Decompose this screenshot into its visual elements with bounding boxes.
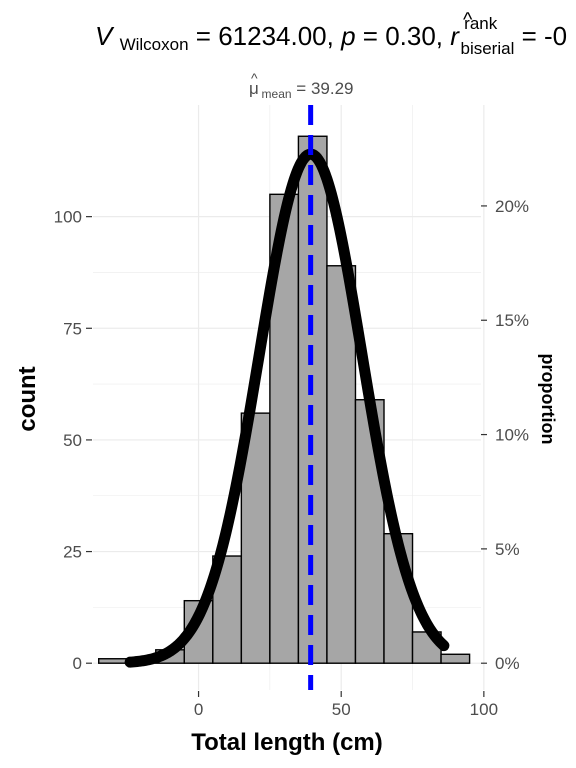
histogram-bar [441,654,470,663]
x-axis-title: Total length (cm) [191,729,383,756]
right-y-tick-label: 5% [495,540,520,559]
left-y-tick-label: 0 [73,654,82,673]
mean-label-value: = 39.29 [296,79,353,98]
left-y-tick-label: 25 [63,543,82,562]
histogram-bar [99,659,128,663]
title-stat-value: = 61234.00, [196,21,341,51]
x-tick-label: 0 [194,700,203,719]
title-r-value: = -0 [522,21,568,51]
right-y-tick-label: 0% [495,654,520,673]
left-y-tick-label: 100 [54,208,82,227]
x-tick-label: 100 [470,700,498,719]
title-r-symbol: r [450,21,460,51]
histogram-bar [327,266,356,663]
mean-label: μ mean = 39.29 [249,79,354,102]
left-y-axis-title: count [14,366,41,431]
left-y-tick-label: 75 [63,319,82,338]
mean-label-subscript: mean [262,87,292,101]
title-r-hat: ^ [463,9,473,31]
right-y-tick-label: 15% [495,311,529,330]
left-y-axis: 0 25 50 75 100 [54,208,92,674]
title-r-subscript: biserial [460,39,514,58]
title-p-symbol: p [340,21,355,51]
mean-label-hat: ^ [251,70,258,86]
title-p-value: = 0.30, [363,21,450,51]
title-stat-subscript: Wilcoxon [120,35,189,54]
right-y-tick-label: 10% [495,426,529,445]
histogram-bar [298,136,327,663]
left-y-tick-label: 50 [63,431,82,450]
x-tick-label: 50 [332,700,351,719]
x-axis: 0 50 100 [194,691,498,719]
right-y-axis-title: proportion [538,354,558,445]
chart-title: V Wilcoxon = 61234.00, p = 0.30, r rank … [95,5,567,60]
right-y-tick-label: 20% [495,197,529,216]
right-y-axis: 0% 5% 10% 15% 20% [481,197,529,673]
title-stat-symbol: V [95,21,115,51]
